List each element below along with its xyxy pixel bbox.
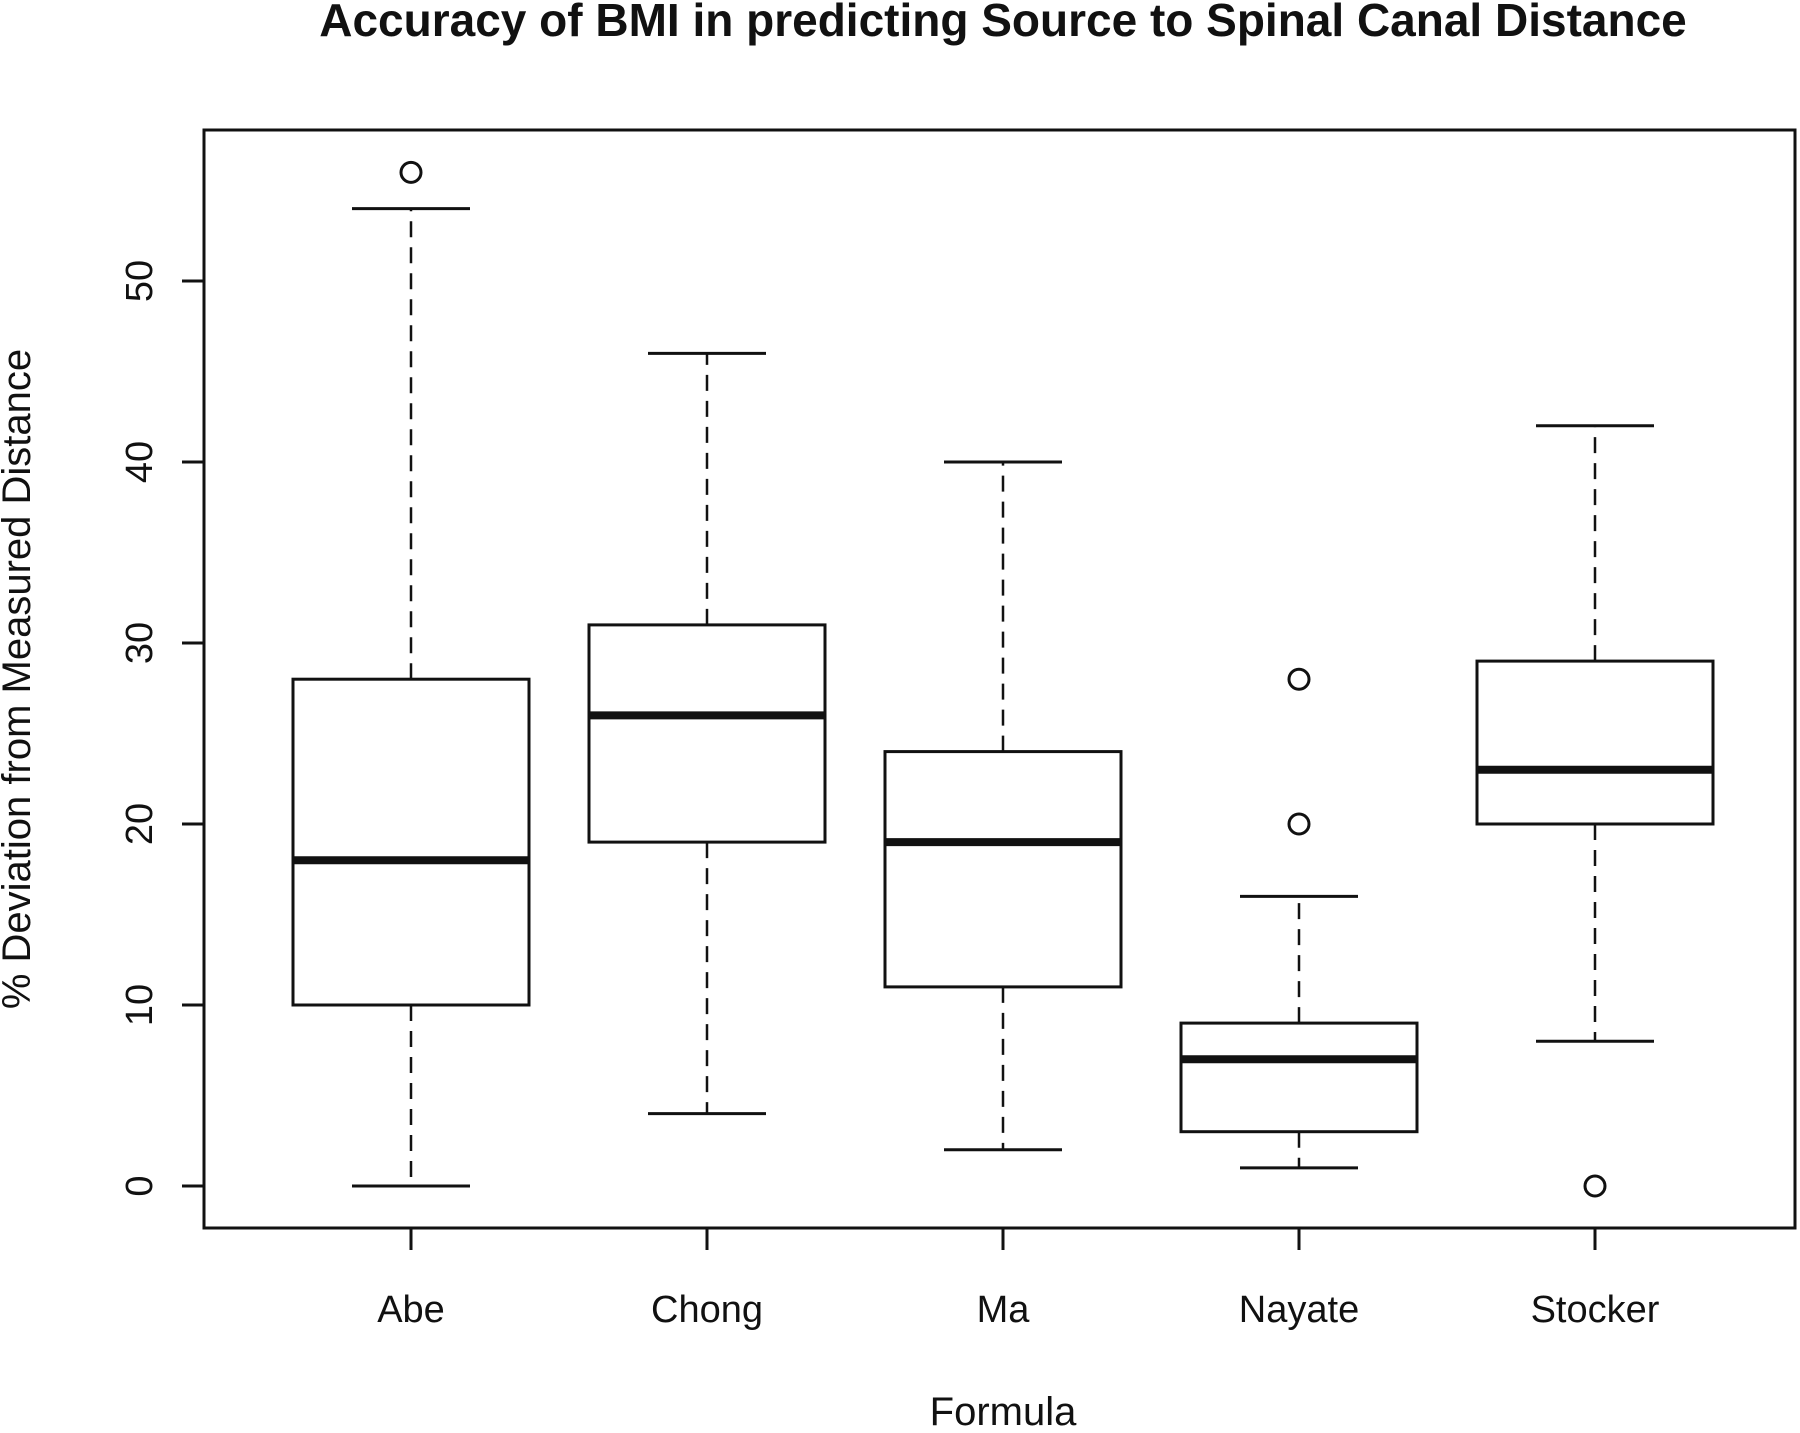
box-group bbox=[291, 160, 531, 1188]
y-tick-label: 40 bbox=[119, 441, 161, 483]
iqr-box bbox=[883, 750, 1123, 989]
x-tick-label: Chong bbox=[651, 1289, 763, 1331]
y-tick-label: 30 bbox=[119, 622, 161, 664]
box-group bbox=[1475, 424, 1715, 1198]
outlier-point bbox=[1287, 667, 1311, 691]
outlier-point bbox=[1583, 1174, 1607, 1198]
y-axis-label: % Deviation from Measured Distance bbox=[0, 349, 39, 1009]
plot-frame bbox=[202, 128, 1797, 1230]
x-tick-label: Stocker bbox=[1531, 1289, 1660, 1331]
y-tick-label: 20 bbox=[119, 803, 161, 845]
outlier-point bbox=[1287, 812, 1311, 836]
boxes bbox=[291, 160, 1715, 1198]
y-tick-label: 10 bbox=[119, 984, 161, 1026]
iqr-box bbox=[587, 623, 827, 844]
y-tick-label: 0 bbox=[119, 1175, 161, 1196]
y-tick-label: 50 bbox=[119, 260, 161, 302]
x-tick-label: Ma bbox=[977, 1289, 1031, 1331]
chart-title: Accuracy of BMI in predicting Source to … bbox=[319, 0, 1687, 46]
y-axis: 0 10 20 30 40 50 bbox=[119, 260, 204, 1197]
iqr-box bbox=[1475, 659, 1715, 826]
x-axis: Abe Chong Ma Nayate Stocker bbox=[377, 1228, 1660, 1331]
x-axis-label: Formula bbox=[930, 1390, 1077, 1433]
box-group bbox=[1179, 667, 1419, 1170]
x-tick-label: Nayate bbox=[1239, 1289, 1359, 1331]
outlier-point bbox=[399, 160, 423, 184]
x-tick-label: Abe bbox=[377, 1289, 445, 1331]
iqr-box bbox=[291, 677, 531, 1007]
box-group bbox=[883, 460, 1123, 1152]
box-group bbox=[587, 351, 827, 1116]
iqr-box bbox=[1179, 1021, 1419, 1134]
